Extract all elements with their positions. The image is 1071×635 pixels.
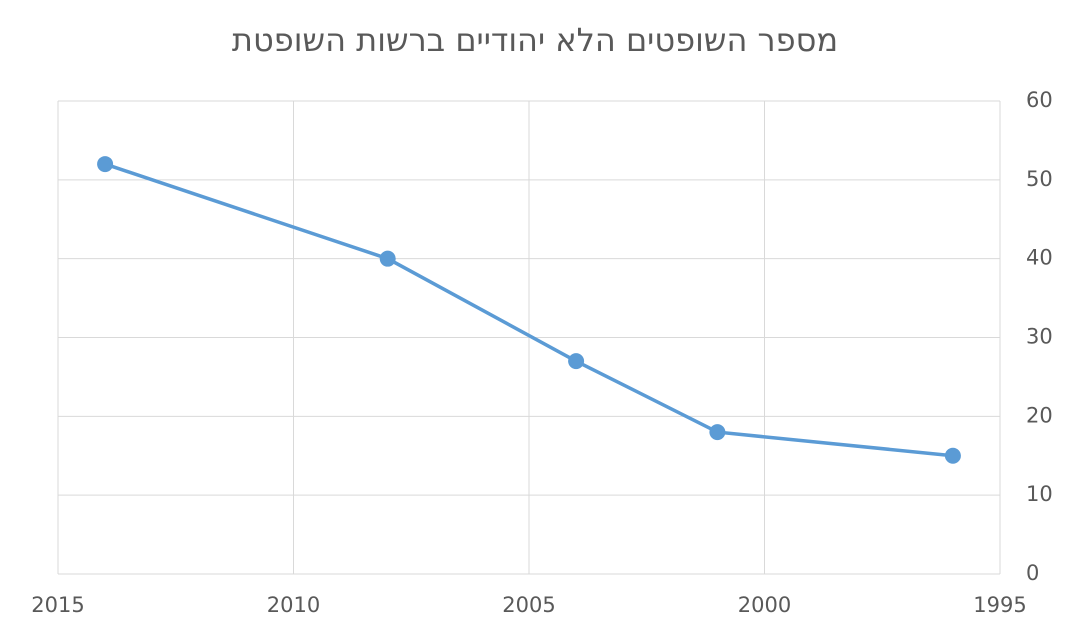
point — [568, 353, 585, 370]
x-tick-label: 2015 — [31, 593, 84, 617]
y-tick-label: 40 — [1026, 246, 1053, 270]
x-tick-label: 1995 — [973, 593, 1026, 617]
y-tick-label: 60 — [1026, 88, 1053, 112]
y-tick-label: 50 — [1026, 167, 1053, 191]
x-tick-label: 2000 — [738, 593, 791, 617]
point — [379, 250, 396, 267]
point — [944, 447, 961, 464]
point — [97, 156, 114, 173]
chart-title: מספר השופטים הלא יהודיים ברשות השופטת — [232, 21, 838, 59]
y-tick-label: 20 — [1026, 403, 1053, 427]
y-tick-label: 10 — [1026, 482, 1053, 506]
x-tick-label: 2010 — [267, 593, 320, 617]
y-tick-label: 30 — [1026, 325, 1053, 349]
y-tick-label: 0 — [1026, 561, 1039, 585]
x-tick-label: 2005 — [502, 593, 555, 617]
point — [709, 424, 726, 441]
